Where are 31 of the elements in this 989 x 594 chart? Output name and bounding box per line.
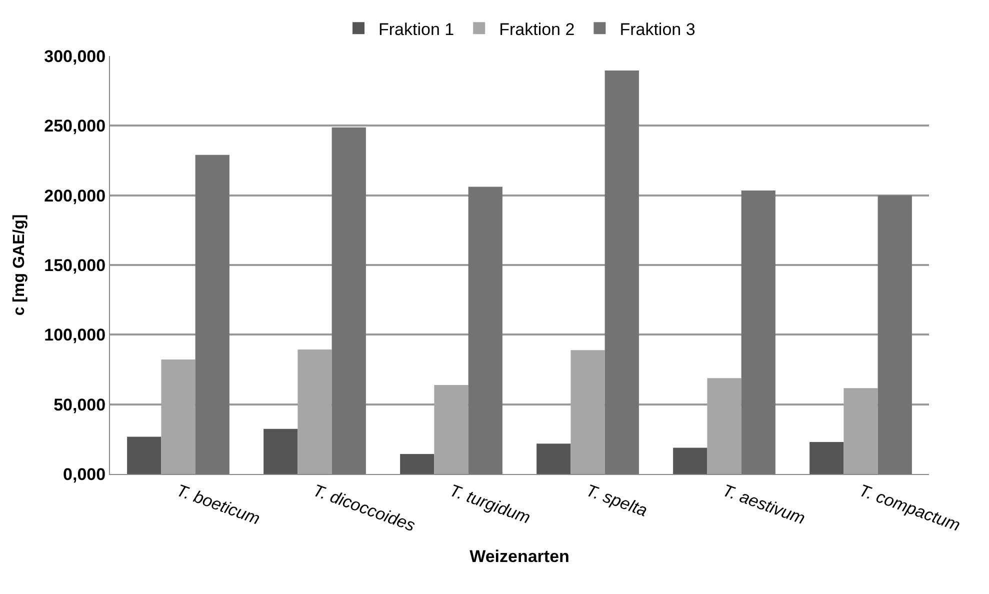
bar: [298, 349, 332, 474]
y-tick-label: 250,000: [44, 116, 106, 136]
bar: [570, 350, 605, 474]
x-axis-title: Weizenarten: [470, 546, 570, 566]
bar: [741, 190, 776, 474]
bar: [707, 378, 742, 474]
bar: [195, 154, 230, 474]
y-tick-label: 200,000: [44, 186, 106, 206]
y-tick-label: 50,000: [54, 395, 106, 414]
y-tick-label: 150,000: [44, 256, 106, 275]
x-tick-label: T. spelta: [583, 480, 650, 520]
bar: [264, 428, 298, 474]
bar: [604, 70, 639, 474]
legend-label: Fraktion 2: [499, 20, 575, 39]
bar: [127, 436, 162, 474]
bar: [400, 454, 434, 474]
bar: [844, 388, 878, 474]
bar: [434, 384, 468, 474]
y-axis-title: c [mg GAE/g]: [11, 214, 28, 316]
legend-label: Fraktion 3: [620, 20, 696, 39]
bar: [536, 444, 571, 474]
y-tick-label: 300,000: [44, 46, 106, 66]
legend-label: Fraktion 1: [378, 20, 454, 39]
bar: [332, 127, 366, 474]
bar: [161, 359, 196, 474]
bar: [468, 186, 502, 474]
y-tick-label: 100,000: [44, 326, 106, 345]
y-tick-label: 0,000: [63, 464, 106, 484]
bar: [878, 195, 912, 474]
bar: [673, 448, 708, 474]
bar: [810, 442, 844, 474]
